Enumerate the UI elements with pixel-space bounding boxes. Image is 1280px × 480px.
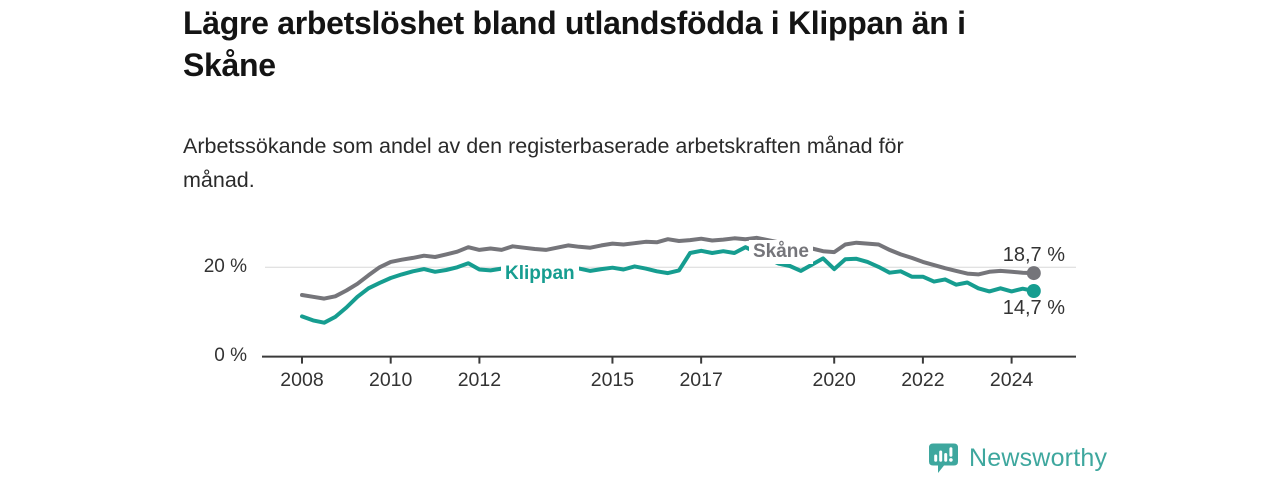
title-line-1: Lägre arbetslöshet bland utlandsfödda i …: [183, 5, 966, 41]
subtitle-line-2: månad.: [183, 168, 255, 192]
page-title: Lägre arbetslöshet bland utlandsfödda i …: [183, 2, 966, 86]
newsworthy-logo: Newsworthy: [928, 442, 1107, 474]
logo-text: Newsworthy: [969, 443, 1108, 472]
bar-chart-speech-bubble-icon: [929, 443, 958, 473]
chart-subtitle: Arbetssökande som andel av den registerb…: [183, 129, 904, 197]
title-line-2: Skåne: [183, 47, 276, 83]
subtitle-line-1: Arbetssökande som andel av den registerb…: [183, 134, 904, 158]
